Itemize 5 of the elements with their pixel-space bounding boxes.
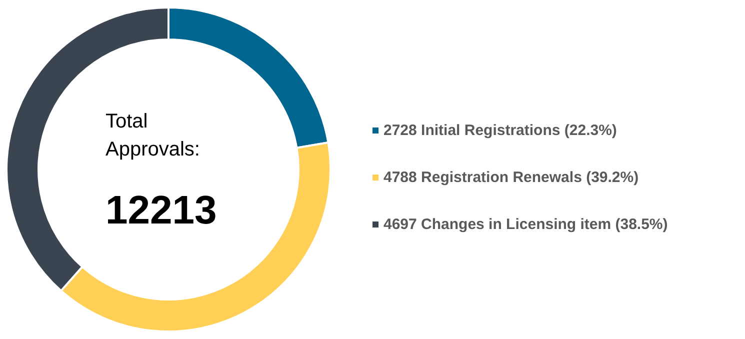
- text: 12213: [106, 188, 217, 232]
- legend-label: 4788 Registration Renewals (39.2%): [384, 169, 639, 186]
- legend-label: 4697 Changes in Licensing item (38.5%): [384, 216, 668, 233]
- legend-label: 2728 Initial Registrations (22.3%): [384, 122, 617, 139]
- text: Total Approvals:: [106, 110, 200, 160]
